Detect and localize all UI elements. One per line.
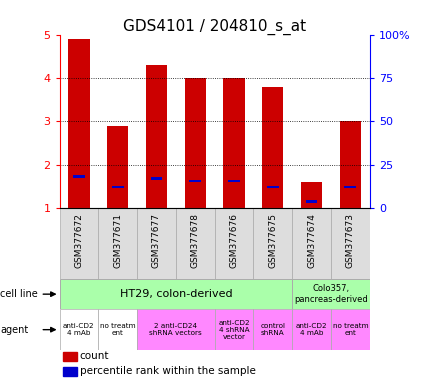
Text: GSM377671: GSM377671 bbox=[113, 213, 122, 268]
Bar bbox=[137, 208, 176, 279]
Bar bbox=[112, 185, 124, 188]
Bar bbox=[107, 126, 128, 208]
Bar bbox=[137, 309, 215, 350]
Text: 2 anti-CD24
shRNA vectors: 2 anti-CD24 shRNA vectors bbox=[150, 323, 202, 336]
Text: agent: agent bbox=[0, 324, 28, 335]
Text: Colo357,
pancreas-derived: Colo357, pancreas-derived bbox=[294, 285, 368, 304]
Bar bbox=[62, 352, 76, 361]
Bar bbox=[184, 78, 206, 208]
Bar bbox=[150, 177, 162, 180]
Bar bbox=[60, 208, 98, 279]
Bar bbox=[331, 309, 370, 350]
Bar bbox=[215, 208, 253, 279]
Text: HT29, colon-derived: HT29, colon-derived bbox=[119, 289, 232, 299]
Text: GSM377678: GSM377678 bbox=[191, 213, 200, 268]
Text: no treatm
ent: no treatm ent bbox=[332, 323, 368, 336]
Bar bbox=[331, 208, 370, 279]
Text: GSM377673: GSM377673 bbox=[346, 213, 355, 268]
Bar bbox=[68, 39, 90, 208]
Text: GSM377677: GSM377677 bbox=[152, 213, 161, 268]
Text: GSM377672: GSM377672 bbox=[74, 213, 83, 268]
Bar bbox=[190, 179, 201, 182]
Bar bbox=[73, 175, 85, 178]
Bar bbox=[146, 65, 167, 208]
Bar bbox=[262, 87, 283, 208]
Bar bbox=[60, 279, 292, 309]
Text: GSM377675: GSM377675 bbox=[268, 213, 277, 268]
Bar bbox=[292, 309, 331, 350]
Text: count: count bbox=[79, 351, 109, 361]
Text: GSM377676: GSM377676 bbox=[230, 213, 238, 268]
Bar bbox=[228, 179, 240, 182]
Text: anti-CD2
4 shRNA
vector: anti-CD2 4 shRNA vector bbox=[218, 319, 250, 340]
Bar bbox=[340, 121, 361, 208]
Text: cell line: cell line bbox=[0, 289, 38, 299]
Bar bbox=[62, 367, 76, 376]
Bar bbox=[292, 279, 370, 309]
Text: anti-CD2
4 mAb: anti-CD2 4 mAb bbox=[296, 323, 327, 336]
Text: anti-CD2
4 mAb: anti-CD2 4 mAb bbox=[63, 323, 95, 336]
Bar bbox=[306, 200, 317, 203]
Bar bbox=[60, 309, 98, 350]
Bar bbox=[292, 208, 331, 279]
Text: percentile rank within the sample: percentile rank within the sample bbox=[79, 366, 255, 376]
Text: control
shRNA: control shRNA bbox=[260, 323, 285, 336]
Text: GSM377674: GSM377674 bbox=[307, 213, 316, 268]
Bar bbox=[253, 309, 292, 350]
Bar bbox=[253, 208, 292, 279]
Bar bbox=[98, 208, 137, 279]
Bar bbox=[301, 182, 322, 208]
Bar bbox=[345, 185, 356, 188]
Bar bbox=[176, 208, 215, 279]
Title: GDS4101 / 204810_s_at: GDS4101 / 204810_s_at bbox=[123, 18, 306, 35]
Text: no treatm
ent: no treatm ent bbox=[100, 323, 136, 336]
Bar bbox=[215, 309, 253, 350]
Bar bbox=[267, 185, 279, 188]
Bar bbox=[98, 309, 137, 350]
Bar bbox=[224, 78, 245, 208]
